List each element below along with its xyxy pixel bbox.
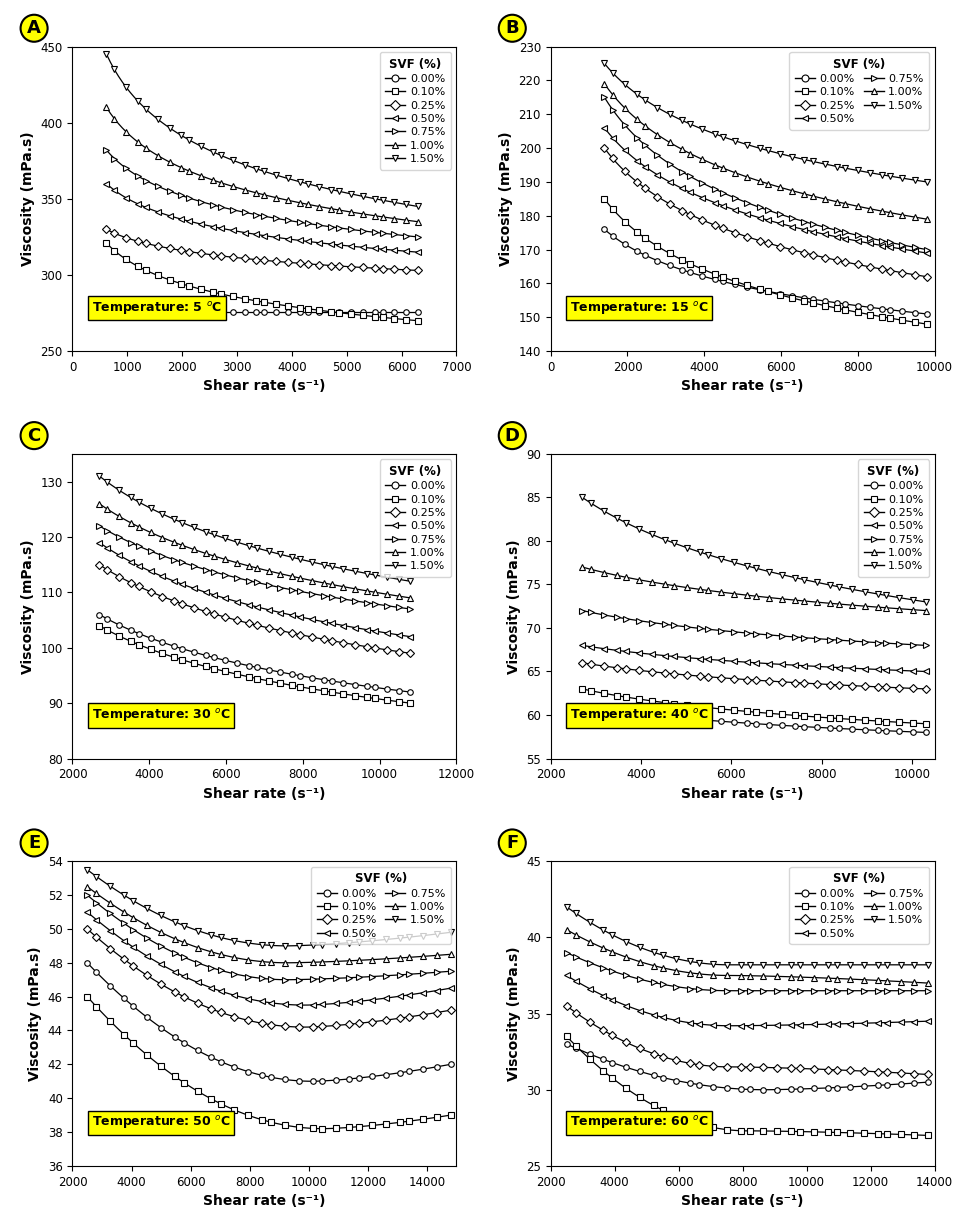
Text: A: A bbox=[27, 20, 41, 37]
Legend: 0.00%, 0.10%, 0.25%, 0.50%, 0.75%, 1.00%, 1.50%: 0.00%, 0.10%, 0.25%, 0.50%, 0.75%, 1.00%… bbox=[789, 52, 929, 129]
Text: Temperature: 50 $^o$C: Temperature: 50 $^o$C bbox=[92, 1115, 231, 1132]
X-axis label: Shear rate (s⁻¹): Shear rate (s⁻¹) bbox=[204, 787, 325, 801]
Y-axis label: Viscosity (mPa.s): Viscosity (mPa.s) bbox=[499, 132, 513, 267]
Text: Temperature: 5 $^o$C: Temperature: 5 $^o$C bbox=[92, 300, 222, 317]
Text: Temperature: 15 $^o$C: Temperature: 15 $^o$C bbox=[570, 300, 709, 317]
Legend: 0.00%, 0.10%, 0.25%, 0.50%, 0.75%, 1.00%, 1.50%: 0.00%, 0.10%, 0.25%, 0.50%, 0.75%, 1.00%… bbox=[312, 866, 451, 944]
Text: D: D bbox=[505, 426, 520, 445]
Legend: 0.00%, 0.10%, 0.25%, 0.50%, 0.75%, 1.00%, 1.50%: 0.00%, 0.10%, 0.25%, 0.50%, 0.75%, 1.00%… bbox=[858, 460, 929, 576]
X-axis label: Shear rate (s⁻¹): Shear rate (s⁻¹) bbox=[204, 380, 325, 393]
Y-axis label: Viscosity (mPa.s): Viscosity (mPa.s) bbox=[20, 538, 35, 673]
X-axis label: Shear rate (s⁻¹): Shear rate (s⁻¹) bbox=[682, 787, 804, 801]
X-axis label: Shear rate (s⁻¹): Shear rate (s⁻¹) bbox=[204, 1195, 325, 1208]
Y-axis label: Viscosity (mPa.s): Viscosity (mPa.s) bbox=[506, 946, 520, 1080]
Text: Temperature: 60 $^o$C: Temperature: 60 $^o$C bbox=[570, 1115, 709, 1132]
Text: B: B bbox=[506, 20, 519, 37]
Legend: 0.00%, 0.10%, 0.25%, 0.50%, 0.75%, 1.00%, 1.50%: 0.00%, 0.10%, 0.25%, 0.50%, 0.75%, 1.00%… bbox=[380, 52, 451, 170]
Y-axis label: Viscosity (mPa.s): Viscosity (mPa.s) bbox=[21, 132, 35, 267]
Text: C: C bbox=[27, 426, 41, 445]
X-axis label: Shear rate (s⁻¹): Shear rate (s⁻¹) bbox=[682, 1195, 804, 1208]
Y-axis label: Viscosity (mPa.s): Viscosity (mPa.s) bbox=[506, 538, 520, 673]
Legend: 0.00%, 0.10%, 0.25%, 0.50%, 0.75%, 1.00%, 1.50%: 0.00%, 0.10%, 0.25%, 0.50%, 0.75%, 1.00%… bbox=[380, 460, 451, 576]
Text: Temperature: 30 $^o$C: Temperature: 30 $^o$C bbox=[92, 707, 231, 724]
Y-axis label: Viscosity (mPa.s): Viscosity (mPa.s) bbox=[28, 946, 42, 1080]
Text: E: E bbox=[28, 834, 40, 852]
X-axis label: Shear rate (s⁻¹): Shear rate (s⁻¹) bbox=[682, 380, 804, 393]
Text: Temperature: 40 $^o$C: Temperature: 40 $^o$C bbox=[570, 707, 709, 724]
Legend: 0.00%, 0.10%, 0.25%, 0.50%, 0.75%, 1.00%, 1.50%: 0.00%, 0.10%, 0.25%, 0.50%, 0.75%, 1.00%… bbox=[789, 866, 929, 944]
Text: F: F bbox=[506, 834, 518, 852]
